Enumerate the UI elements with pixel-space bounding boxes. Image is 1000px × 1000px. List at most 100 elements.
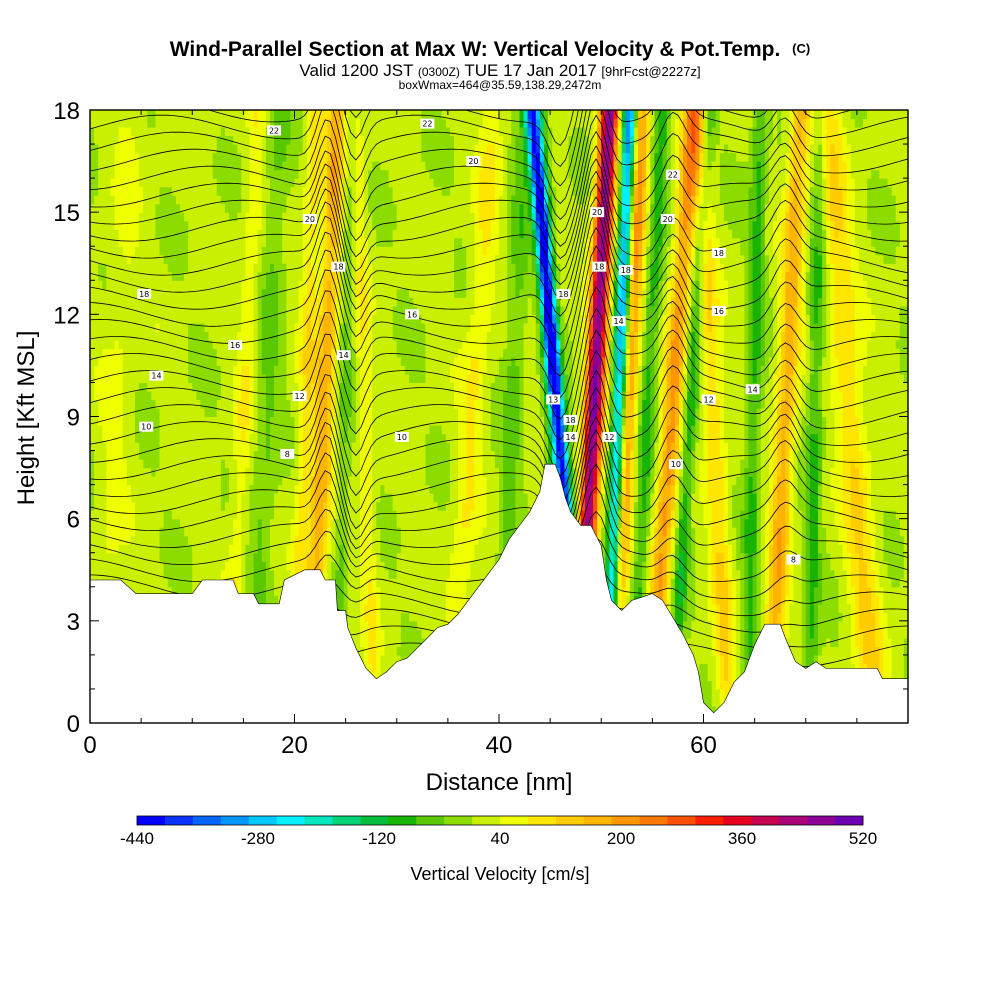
velocity-cell (155, 390, 161, 401)
velocity-cell (249, 382, 255, 392)
velocity-cell (134, 203, 140, 213)
velocity-cell (159, 339, 165, 349)
velocity-cell (188, 186, 193, 196)
velocity-cell (155, 178, 161, 188)
velocity-cell (290, 416, 296, 426)
velocity-cell (184, 433, 189, 443)
velocity-cell (118, 263, 124, 273)
velocity-cell (224, 169, 230, 179)
velocity-cell (167, 493, 173, 503)
velocity-cell (241, 246, 247, 256)
velocity-cell (147, 416, 152, 426)
velocity-cell (339, 220, 345, 230)
velocity-cell (224, 144, 230, 154)
velocity-cell (290, 544, 296, 554)
velocity-cell (126, 493, 132, 503)
velocity-cell (310, 186, 316, 196)
velocity-cell (159, 518, 165, 528)
velocity-cell (94, 229, 99, 239)
velocity-cell (122, 144, 128, 154)
velocity-cell (327, 407, 332, 418)
velocity-cell (229, 390, 234, 401)
velocity-cell (98, 254, 103, 264)
velocity-cell (102, 263, 107, 273)
velocity-cell (249, 314, 255, 324)
velocity-cell (306, 399, 312, 409)
velocity-cell (90, 518, 95, 528)
velocity-cell (90, 280, 95, 290)
velocity-cell (269, 271, 275, 281)
velocity-cell (257, 544, 263, 554)
velocity-cell (282, 212, 287, 222)
velocity-cell (302, 186, 308, 196)
velocity-cell (265, 305, 271, 315)
velocity-cell (220, 331, 226, 341)
velocity-cell (355, 237, 361, 247)
velocity-cell (368, 450, 373, 460)
velocity-cell (188, 195, 193, 205)
velocity-cell (188, 314, 193, 324)
velocity-cell (314, 254, 320, 264)
velocity-cell (155, 118, 161, 128)
velocity-cell (118, 425, 124, 435)
velocity-cell (200, 288, 206, 298)
velocity-cell (196, 356, 202, 367)
velocity-cell (155, 237, 161, 247)
velocity-cell (90, 407, 95, 418)
velocity-cell (139, 229, 144, 239)
velocity-cell (331, 271, 336, 281)
velocity-cell (208, 442, 214, 452)
velocity-cell (220, 407, 226, 418)
velocity-cell (286, 186, 292, 196)
velocity-cell (298, 220, 304, 230)
velocity-cell (310, 484, 316, 494)
velocity-cell (335, 305, 341, 315)
velocity-cell (147, 263, 152, 273)
velocity-cell (106, 450, 112, 460)
velocity-cell (323, 467, 328, 477)
velocity-cell (368, 663, 373, 673)
velocity-cell (114, 135, 120, 145)
velocity-cell (335, 425, 341, 435)
velocity-cell (286, 390, 292, 401)
velocity-cell (204, 161, 210, 171)
velocity-cell (335, 297, 341, 307)
velocity-cell (216, 442, 222, 452)
velocity-cell (343, 237, 349, 247)
velocity-cell (130, 416, 136, 426)
velocity-cell (290, 288, 296, 298)
velocity-cell (302, 288, 308, 298)
velocity-cell (327, 467, 332, 477)
velocity-cell (237, 365, 242, 375)
velocity-cell (265, 152, 271, 162)
velocity-cell (265, 484, 271, 494)
velocity-cell (282, 425, 287, 435)
velocity-cell (139, 433, 144, 443)
velocity-cell (241, 484, 247, 494)
velocity-cell (220, 280, 226, 290)
velocity-cell (94, 399, 99, 409)
velocity-cell (134, 246, 140, 256)
velocity-cell (310, 322, 316, 332)
velocity-cell (364, 339, 369, 349)
velocity-cell (171, 220, 177, 230)
velocity-cell (122, 127, 128, 137)
velocity-cell (102, 237, 107, 247)
velocity-cell (368, 331, 373, 341)
velocity-cell (126, 127, 132, 137)
velocity-cell (110, 527, 116, 537)
velocity-cell (249, 110, 255, 120)
velocity-cell (110, 263, 116, 273)
velocity-cell (343, 280, 349, 290)
velocity-cell (355, 365, 361, 375)
velocity-cell (290, 195, 296, 205)
velocity-cell (245, 161, 251, 171)
velocity-cell (126, 407, 132, 418)
velocity-cell (155, 569, 161, 579)
velocity-cell (90, 552, 95, 562)
velocity-cell (175, 459, 181, 469)
velocity-cell (118, 178, 124, 188)
velocity-cell (302, 382, 308, 392)
velocity-cell (302, 297, 308, 307)
velocity-cell (298, 271, 304, 281)
